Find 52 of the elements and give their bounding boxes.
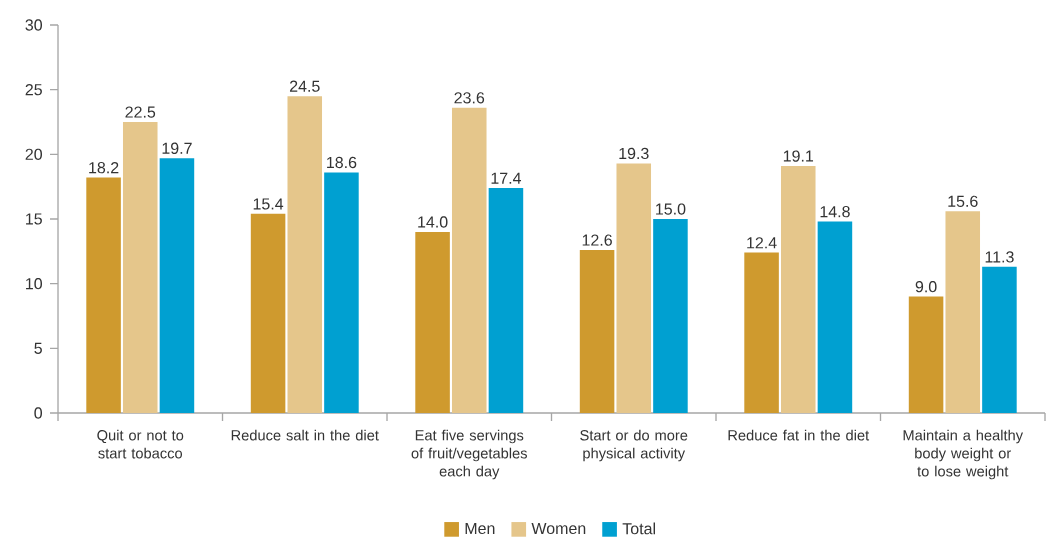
x-tick-label: Quit or not to start tobacco xyxy=(97,429,184,459)
y-tick-label: 20 xyxy=(25,148,43,160)
x-tick-label: Eat five servings of fruit/vegetables each day xyxy=(411,429,527,480)
data-label: 15.4 xyxy=(253,198,284,210)
y-tick-label: 15 xyxy=(26,213,42,225)
bar xyxy=(415,231,450,413)
bar xyxy=(653,218,688,413)
legend-label: Women xyxy=(531,522,586,535)
data-label: 18.6 xyxy=(327,156,357,169)
y-tick-label: 30 xyxy=(25,19,43,31)
y-tick-label: 25 xyxy=(25,84,42,96)
x-tick-label: Maintain a healthy body weight or to lose weight xyxy=(903,429,1024,480)
legend-label: Total xyxy=(622,522,655,535)
bar xyxy=(488,187,524,413)
data-label: 15.6 xyxy=(948,195,978,207)
bar xyxy=(324,172,359,413)
data-label: 14.0 xyxy=(418,216,448,228)
data-label: 23.6 xyxy=(454,92,485,104)
data-label: 15.0 xyxy=(656,203,686,215)
bar xyxy=(122,121,158,413)
data-label: 12.6 xyxy=(582,234,612,246)
bar xyxy=(945,211,981,413)
data-label: 24.5 xyxy=(289,80,320,92)
x-tick-label: Reduce salt in the diet xyxy=(231,429,379,441)
bar xyxy=(780,165,816,413)
data-label: 19.7 xyxy=(162,142,192,154)
y-tick-label: 5 xyxy=(34,342,42,354)
bar xyxy=(616,163,652,413)
data-label: 14.8 xyxy=(820,205,850,218)
data-label: 12.4 xyxy=(747,237,777,249)
y-tick-label: 0 xyxy=(34,407,43,419)
bar xyxy=(817,221,853,413)
y-tick-label: 10 xyxy=(26,278,43,290)
data-label: 11.3 xyxy=(985,251,1014,263)
bar xyxy=(744,252,779,413)
bar xyxy=(287,96,323,413)
bar xyxy=(579,250,615,413)
data-label: 18.2 xyxy=(89,162,119,174)
bar xyxy=(250,213,286,413)
bar xyxy=(86,177,121,413)
bar xyxy=(908,296,944,413)
data-label: 22.5 xyxy=(125,106,156,118)
data-label: 19.3 xyxy=(619,147,649,160)
x-tick-label: Reduce fat in the diet xyxy=(728,429,870,441)
bar xyxy=(451,107,487,413)
data-label: 19.1 xyxy=(783,150,814,162)
x-tick-label: Start or do more physical activity xyxy=(580,429,688,462)
legend-label: Men xyxy=(465,522,495,535)
data-label: 9.0 xyxy=(915,281,937,293)
data-label: 17.4 xyxy=(491,172,522,184)
bar xyxy=(159,158,195,413)
bar xyxy=(982,266,1017,413)
